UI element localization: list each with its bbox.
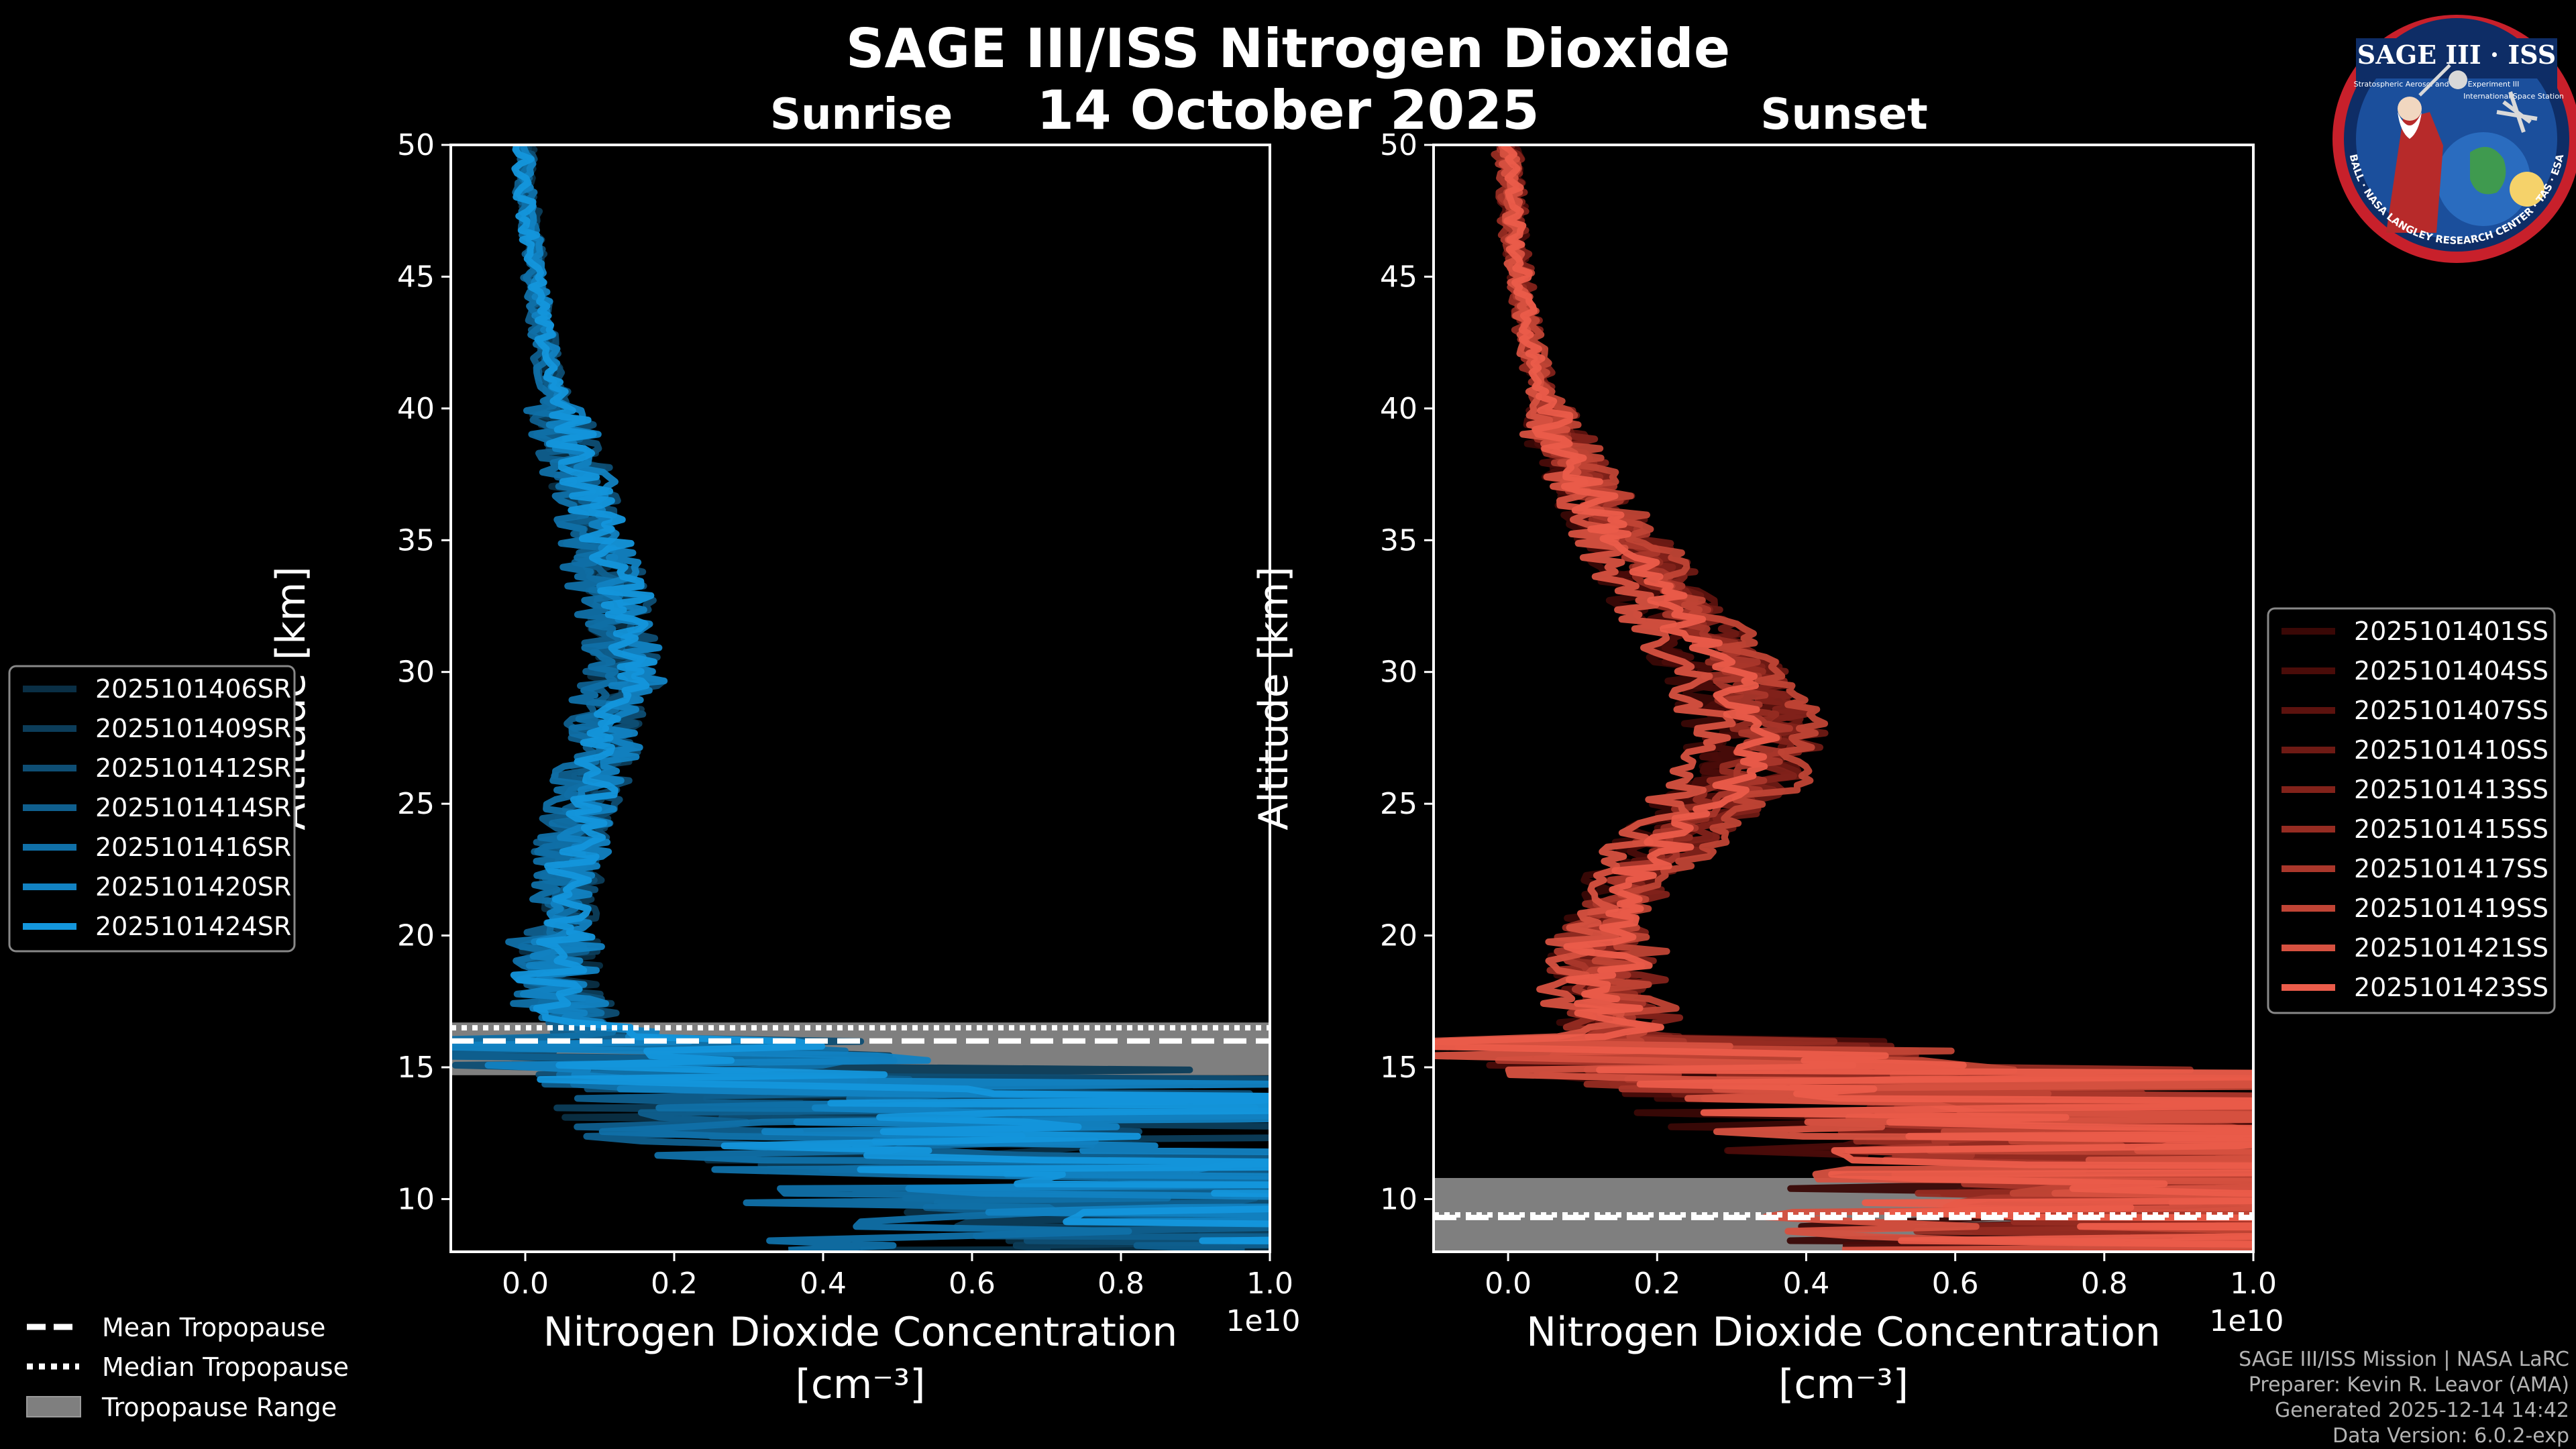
- legend-entry-label: 2025101415SS: [2354, 814, 2548, 844]
- sunrise-panel-title: Sunrise: [770, 90, 953, 140]
- plot-area: [451, 145, 1270, 1252]
- moon-icon: [2449, 70, 2467, 89]
- legend-frame: [2267, 607, 2556, 1014]
- y-tick-label: 40: [397, 392, 435, 426]
- figure-subtitle: 14 October 2025: [1036, 79, 1539, 142]
- sun-icon: [2510, 172, 2544, 207]
- legend-entry-label: 2025101421SS: [2354, 933, 2548, 963]
- sunset-legend: 2025101401SS 2025101404SS 2025101407SS 2025…: [2267, 607, 2556, 1014]
- x-axis-units: [cm⁻³]: [796, 1361, 926, 1408]
- x-tick-label: 0.6: [949, 1267, 996, 1301]
- credit-mission: SAGE III/ISS Mission | NASA LaRC: [2239, 1348, 2569, 1371]
- mean-tropopause-label: Mean Tropopause: [102, 1313, 325, 1342]
- y-tick-label: 20: [397, 919, 435, 953]
- legend-frame: [8, 665, 296, 953]
- y-axis-label: Altitude [km]: [1250, 566, 1297, 830]
- x-axis-label: Nitrogen Dioxide Concentration: [543, 1309, 1178, 1356]
- x-axis-label: Nitrogen Dioxide Concentration: [1526, 1309, 2161, 1356]
- credits: SAGE III/ISS Mission | NASA LaRC Prepare…: [2239, 1348, 2569, 1448]
- tropopause-range-swatch: [26, 1396, 81, 1417]
- figure-title: SAGE III/ISS Nitrogen Dioxide: [846, 17, 1730, 80]
- y-tick-label: 50: [1380, 128, 1417, 162]
- credit-data-version: Data Version: 6.0.2-exp: [2332, 1424, 2569, 1448]
- legend-entry-label: 2025101412SR: [95, 753, 291, 783]
- x-offset-text: 1e10: [2209, 1304, 2284, 1338]
- legend-entry-label: 2025101423SS: [2354, 973, 2548, 1002]
- y-tick-label: 10: [1380, 1182, 1417, 1216]
- x-tick-label: 0.8: [1097, 1267, 1144, 1301]
- profile-line-2025101423SS: [1434, 145, 2253, 1248]
- legend-entry-label: 2025101416SR: [95, 833, 291, 862]
- y-tick-label: 35: [1380, 523, 1417, 557]
- y-tick-label: 40: [1380, 392, 1417, 426]
- legend-entry-label: 2025101420SR: [95, 872, 291, 902]
- y-tick-label: 25: [397, 787, 435, 821]
- logo-inner-text: Stratospheric Aerosol and Gas Experiment…: [2354, 80, 2520, 89]
- legend-entry-label: 2025101406SR: [95, 674, 291, 704]
- credit-preparer: Preparer: Kevin R. Leavor (AMA): [2249, 1373, 2569, 1397]
- tropopause-range-label: Tropopause Range: [101, 1393, 337, 1422]
- y-tick-label: 30: [397, 655, 435, 690]
- y-tick-label: 30: [1380, 655, 1417, 690]
- profile-line-2025101419SS: [1454, 145, 2253, 1249]
- profile-line-2025101420SR: [451, 145, 1270, 1244]
- legend-entry-label: 2025101417SS: [2354, 854, 2548, 883]
- y-tick-label: 50: [397, 128, 435, 162]
- x-tick-label: 0.2: [651, 1267, 698, 1301]
- credit-generated: Generated 2025-12-14 14:42: [2275, 1399, 2569, 1422]
- legend-entry-label: 2025101424SR: [95, 912, 291, 941]
- x-tick-label: 0.6: [1932, 1267, 1979, 1301]
- x-tick-label: 0.4: [1782, 1267, 1829, 1301]
- median-tropopause-label: Median Tropopause: [102, 1352, 349, 1382]
- y-tick-label: 45: [397, 260, 435, 294]
- sage-iii-iss-logo: SAGE III · ISS Stratospheric Aerosol and…: [2332, 15, 2576, 263]
- tropopause-legend: Mean Tropopause Median Tropopause Tropop…: [26, 1313, 349, 1422]
- x-offset-text: 1e10: [1226, 1304, 1300, 1338]
- y-tick-label: 15: [397, 1051, 435, 1085]
- x-tick-label: 0.2: [1633, 1267, 1680, 1301]
- logo-title: SAGE III · ISS: [2357, 40, 2556, 70]
- profile-line-2025101424SR: [510, 145, 1270, 1244]
- legend-entry-label: 2025101401SS: [2354, 616, 2548, 646]
- x-tick-label: 1.0: [1246, 1267, 1293, 1301]
- x-tick-label: 0.0: [502, 1267, 549, 1301]
- sunset-panel: 10 15 20 25 30 35 40 45 50 0.0 0.2 0.4 0.6 0.8 1.01e10…: [1250, 128, 2284, 1408]
- sunrise-panel: 10 15 20 25 30 35 40 45 50 0.0 0.2 0.4 0.6 0.8 1.01e10…: [268, 128, 1301, 1408]
- y-tick-label: 15: [1380, 1051, 1417, 1085]
- y-tick-label: 35: [397, 523, 435, 557]
- x-axis-units: [cm⁻³]: [1778, 1361, 1909, 1408]
- x-tick-label: 0.8: [2081, 1267, 2128, 1301]
- x-tick-label: 0.4: [800, 1267, 847, 1301]
- profile-line-2025101416SR: [451, 145, 1270, 1252]
- y-tick-label: 20: [1380, 919, 1417, 953]
- astronomer-figure-icon: [2386, 112, 2443, 233]
- y-tick-label: 10: [397, 1182, 435, 1216]
- axes-frame: [1432, 144, 2255, 1253]
- legend-entry-label: 2025101414SR: [95, 793, 291, 822]
- x-tick-label: 1.0: [2230, 1267, 2277, 1301]
- iss-icon: [2496, 91, 2538, 133]
- legend-entry-label: 2025101409SR: [95, 714, 291, 743]
- axes-frame: [449, 144, 1271, 1253]
- y-tick-label: 45: [1380, 260, 1417, 294]
- sunset-panel-title: Sunset: [1760, 90, 1927, 140]
- plot-area: [1434, 145, 2253, 1252]
- legend-entry-label: 2025101407SS: [2354, 696, 2548, 725]
- legend-entry-label: 2025101419SS: [2354, 894, 2548, 923]
- legend-entry-label: 2025101413SS: [2354, 775, 2548, 804]
- y-tick-label: 25: [1380, 787, 1417, 821]
- legend-entry-label: 2025101404SS: [2354, 656, 2548, 686]
- sunrise-legend: 2025101406SR 2025101409SR 2025101412SR 2025…: [8, 665, 296, 953]
- legend-entry-label: 2025101410SS: [2354, 735, 2548, 765]
- x-tick-label: 0.0: [1485, 1267, 1532, 1301]
